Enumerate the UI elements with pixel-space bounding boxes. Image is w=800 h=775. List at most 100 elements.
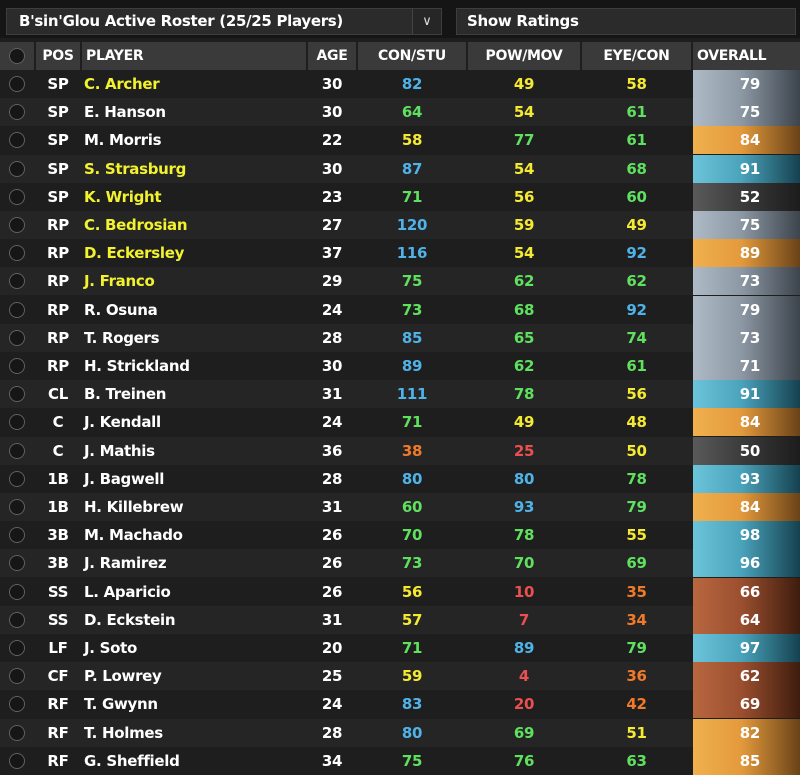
player-name[interactable]: P. Lowrey <box>84 667 162 686</box>
player-name[interactable]: R. Osuna <box>84 300 158 319</box>
table-row[interactable]: RP R. Osuna 24 73 68 92 79 <box>0 295 800 324</box>
table-row[interactable]: RF T. Holmes 28 80 69 51 82 <box>0 718 800 747</box>
player-name[interactable]: J. Franco <box>84 272 155 291</box>
player-eye-con: 51 <box>626 723 647 742</box>
table-row[interactable]: SP E. Hanson 30 64 54 61 75 <box>0 98 800 127</box>
table-row[interactable]: SP M. Morris 22 58 77 61 84 <box>0 126 800 155</box>
row-select-radio[interactable] <box>9 104 25 121</box>
table-row[interactable]: RF T. Gwynn 24 83 20 42 69 <box>0 690 800 719</box>
table-row[interactable]: RP T. Rogers 28 85 65 74 73 <box>0 323 800 352</box>
table-row[interactable]: RP C. Bedrosian 27 120 59 49 75 <box>0 211 800 239</box>
player-name[interactable]: T. Rogers <box>84 328 160 347</box>
row-select-radio[interactable] <box>9 555 25 572</box>
table-row[interactable]: SP K. Wright 23 71 56 60 52 <box>0 182 800 211</box>
radio-icon[interactable] <box>9 48 25 64</box>
column-header-age[interactable]: AGE <box>308 42 356 70</box>
column-header-overall[interactable]: OVERALL <box>693 42 800 70</box>
row-select-radio[interactable] <box>9 752 25 769</box>
table-row[interactable]: RP D. Eckersley 37 116 54 92 89 <box>0 239 800 268</box>
row-select-radio[interactable] <box>9 442 25 459</box>
player-name[interactable]: T. Gwynn <box>84 695 158 714</box>
ratings-dropdown[interactable]: Show Ratings <box>456 8 796 35</box>
row-select-radio[interactable] <box>9 724 25 741</box>
table-row[interactable]: 1B J. Bagwell 28 80 80 78 93 <box>0 464 800 493</box>
row-select-radio[interactable] <box>9 160 25 177</box>
column-header-pow-mov[interactable]: POW/MOV <box>468 42 580 70</box>
player-name[interactable]: J. Ramirez <box>84 554 167 573</box>
row-select-radio[interactable] <box>9 583 25 600</box>
table-row[interactable]: SP C. Archer 30 82 49 58 79 <box>0 70 800 98</box>
player-overall: 52 <box>693 182 800 211</box>
player-name[interactable]: H. Killebrew <box>84 498 184 516</box>
column-header-player[interactable]: PLAYER <box>82 42 306 70</box>
player-name[interactable]: J. Kendall <box>84 413 161 432</box>
table-row[interactable]: CF P. Lowrey 25 59 4 36 62 <box>0 662 800 691</box>
row-select-radio[interactable] <box>9 696 25 713</box>
row-select-radio[interactable] <box>9 132 25 149</box>
player-name[interactable]: B. Treinen <box>84 385 167 404</box>
row-select-radio[interactable] <box>9 386 25 403</box>
player-name[interactable]: D. Eckersley <box>84 244 185 263</box>
row-select-radio[interactable] <box>9 527 25 544</box>
player-name[interactable]: C. Archer <box>84 75 160 93</box>
player-name[interactable]: H. Strickland <box>84 357 190 375</box>
player-age: 27 <box>321 216 343 234</box>
row-select-radio[interactable] <box>9 188 25 205</box>
table-row[interactable]: CL B. Treinen 31 111 78 56 91 <box>0 380 800 409</box>
row-select-radio[interactable] <box>9 358 25 374</box>
player-name[interactable]: S. Strasburg <box>84 159 187 178</box>
table-row[interactable]: C J. Kendall 24 71 49 48 84 <box>0 408 800 437</box>
player-age: 24 <box>321 413 343 432</box>
player-name[interactable]: C. Bedrosian <box>84 216 188 234</box>
player-name[interactable]: E. Hanson <box>84 103 166 122</box>
player-name[interactable]: G. Sheffield <box>84 751 180 770</box>
player-pow-mov: 62 <box>513 357 535 375</box>
row-select-radio[interactable] <box>9 245 25 262</box>
player-name[interactable]: T. Holmes <box>84 723 163 742</box>
player-name[interactable]: M. Machado <box>84 526 183 545</box>
row-select-radio[interactable] <box>9 301 25 318</box>
chevron-down-icon[interactable]: ∨ <box>412 9 441 34</box>
table-row[interactable]: SS D. Eckstein 31 57 7 34 64 <box>0 605 800 634</box>
player-eye-con: 68 <box>626 159 647 178</box>
row-select-radio[interactable] <box>9 668 25 685</box>
player-age: 29 <box>321 272 343 291</box>
player-name[interactable]: J. Mathis <box>84 441 155 460</box>
table-row[interactable]: RF G. Sheffield 34 75 76 63 85 <box>0 746 800 775</box>
table-row[interactable]: C J. Mathis 36 38 25 50 50 <box>0 436 800 465</box>
player-name[interactable]: M. Morris <box>84 131 162 150</box>
column-header-con-stu[interactable]: CON/STU <box>358 42 466 70</box>
player-name[interactable]: D. Eckstein <box>84 610 176 629</box>
row-select-radio[interactable] <box>9 329 25 346</box>
row-select-radio[interactable] <box>9 611 25 628</box>
table-row[interactable]: 1B H. Killebrew 31 60 93 79 84 <box>0 493 800 521</box>
table-row[interactable]: LF J. Soto 20 71 89 79 97 <box>0 634 800 662</box>
table-row[interactable]: RP J. Franco 29 75 62 62 73 <box>0 267 800 296</box>
row-select-radio[interactable] <box>9 470 25 487</box>
row-select-radio[interactable] <box>9 273 25 290</box>
table-row[interactable]: SP S. Strasburg 30 87 54 68 91 <box>0 154 800 183</box>
player-con-stu: 82 <box>401 75 423 93</box>
roster-dropdown[interactable]: B'sin'Glou Active Roster (25/25 Players)… <box>6 8 442 35</box>
player-position: RP <box>47 244 69 263</box>
player-eye-con: 61 <box>626 357 647 375</box>
table-row[interactable]: 3B M. Machado 26 70 78 55 98 <box>0 521 800 550</box>
player-name[interactable]: J. Bagwell <box>84 469 165 488</box>
row-select-radio[interactable] <box>9 76 25 92</box>
table-row[interactable]: RP H. Strickland 30 89 62 61 71 <box>0 352 800 380</box>
row-select-radio[interactable] <box>9 499 25 515</box>
select-all-header[interactable] <box>0 42 34 70</box>
player-overall: 75 <box>693 98 800 127</box>
player-name[interactable]: K. Wright <box>84 187 162 206</box>
row-select-radio[interactable] <box>9 640 25 656</box>
row-select-radio[interactable] <box>9 414 25 431</box>
player-name[interactable]: J. Soto <box>84 639 137 657</box>
column-header-pos[interactable]: POS <box>36 42 80 70</box>
table-row[interactable]: SS L. Aparicio 26 56 10 35 66 <box>0 577 800 606</box>
player-name[interactable]: L. Aparicio <box>84 582 171 601</box>
row-select-radio[interactable] <box>9 217 25 233</box>
column-header-eye-con[interactable]: EYE/CON <box>582 42 691 70</box>
player-age: 26 <box>321 582 343 601</box>
player-eye-con: 79 <box>626 498 647 516</box>
table-row[interactable]: 3B J. Ramirez 26 73 70 69 96 <box>0 549 800 578</box>
